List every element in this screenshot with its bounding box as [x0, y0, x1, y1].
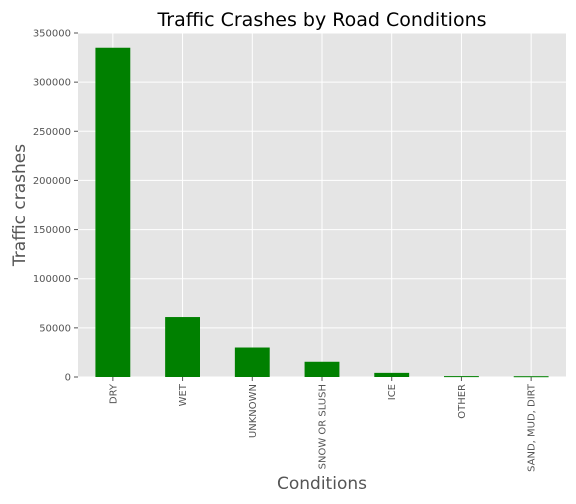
y-tick-label: 0: [65, 373, 71, 384]
bar-ice: [374, 372, 410, 377]
y-tick-label: 200000: [33, 176, 71, 187]
y-tick-label: 100000: [33, 274, 71, 285]
bar-sand-mud-dirt: [513, 376, 549, 378]
y-tick-label: 350000: [33, 29, 71, 40]
x-tick-label: DRY: [108, 383, 119, 404]
y-tick-label: 50000: [39, 323, 71, 334]
bar-snow-or-slush: [304, 361, 340, 377]
bar-other: [444, 376, 479, 378]
x-tick-label: WET: [178, 383, 189, 406]
x-tick-label: SAND, MUD, DIRT: [527, 383, 538, 472]
bar-dry: [95, 47, 131, 377]
chart-title: Traffic Crashes by Road Conditions: [156, 9, 486, 31]
x-tick-label: UNKNOWN: [248, 384, 259, 438]
x-axis-ticks: DRY WET UNKNOWN SNOW OR SLUSH ICE OTHER SAND, …: [108, 377, 538, 472]
bar-unknown: [234, 347, 270, 377]
y-tick-label: 250000: [33, 127, 71, 138]
x-tick-label: OTHER: [457, 384, 468, 419]
x-tick-label: SNOW OR SLUSH: [318, 384, 329, 469]
y-axis-label: Traffic crashes: [10, 144, 30, 267]
x-axis-label: Conditions: [277, 474, 367, 494]
bars: [95, 47, 549, 378]
y-tick-label: 300000: [33, 78, 71, 89]
y-tick-label: 150000: [33, 225, 71, 236]
x-tick-label: ICE: [387, 384, 398, 400]
bar-wet: [165, 317, 200, 377]
y-axis-ticks: 0 50000 100000 150000 200000 250000 300000 3500…: [33, 29, 78, 384]
